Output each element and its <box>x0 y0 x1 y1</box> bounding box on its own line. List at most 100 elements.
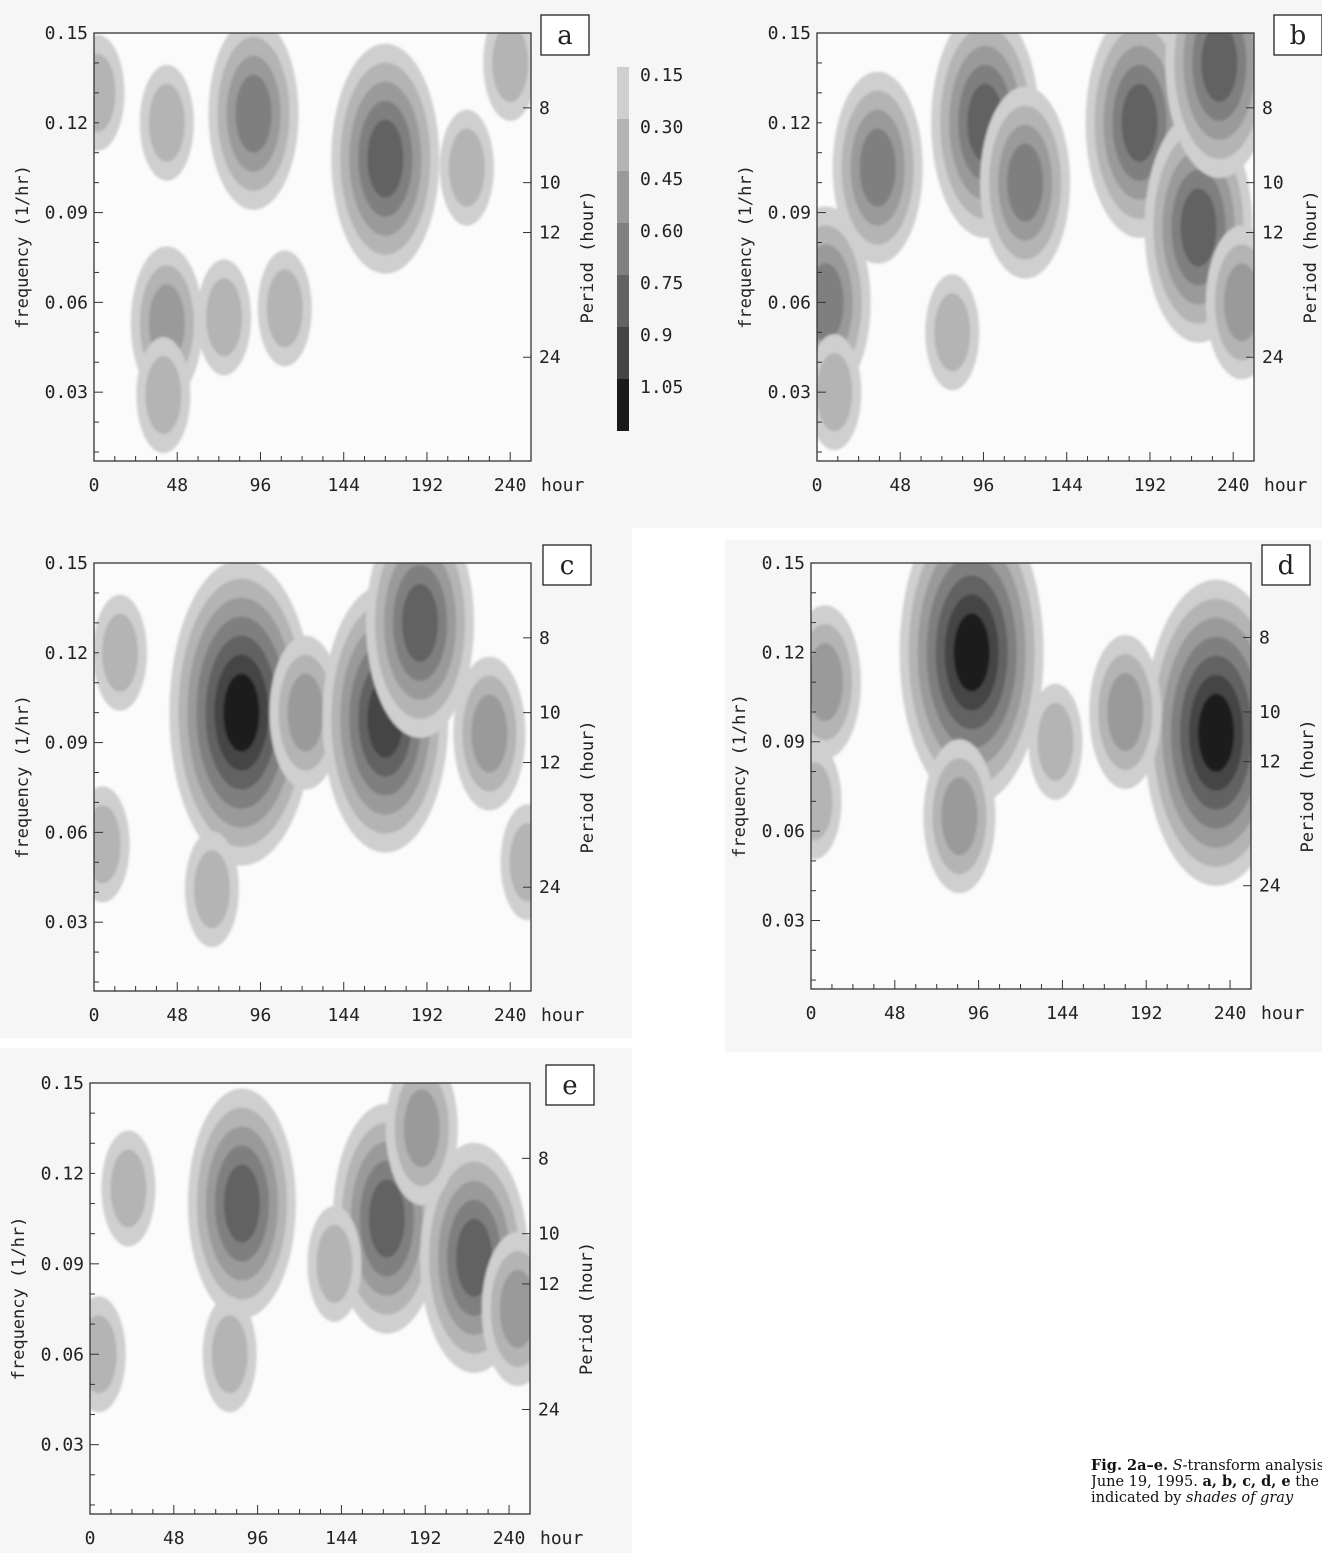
period-tick-label: 10 <box>538 1224 560 1245</box>
x-tick-label: 48 <box>163 1528 185 1549</box>
caption-line2-start: June 19, 1995. <box>1091 1474 1198 1490</box>
contour-field <box>94 563 531 948</box>
period-tick-label: 24 <box>538 1400 560 1421</box>
x-tick-label: 144 <box>1046 1003 1079 1024</box>
period-tick-label: 8 <box>538 1148 549 1169</box>
caption-shades-italic: shades of gray <box>1186 1490 1294 1506</box>
contour-field <box>811 563 1251 894</box>
panel-letter-box <box>540 14 590 56</box>
contour-level-4 <box>859 128 896 207</box>
x-axis-label: hour <box>540 1528 584 1549</box>
panel-letter: d <box>1278 551 1295 581</box>
period-axis-label: Period (hour) <box>577 1242 597 1375</box>
x-tick-label: 96 <box>968 1003 990 1024</box>
y-tick-label: 0.12 <box>41 1163 84 1184</box>
panel-a: 0 48 96 144 192 240 hour 0.15 0.12 0.09 0.06 0.03 fr… <box>13 14 598 496</box>
contour-level-4 <box>235 74 272 153</box>
y-axis-label: frequency (1/hr) <box>13 695 33 859</box>
period-tick-label: 24 <box>1259 876 1281 897</box>
y-tick-label: 0.12 <box>768 113 811 134</box>
contour-level-7 <box>1198 693 1235 772</box>
colorbar-label: 0.75 <box>640 273 683 294</box>
x-tick-label: 192 <box>409 1528 442 1549</box>
colorbar-label: 0.45 <box>640 169 683 190</box>
contour-level-2 <box>193 850 230 929</box>
x-tick-label: 144 <box>327 1005 360 1026</box>
contour-field <box>90 1083 530 1413</box>
colorbar-swatch <box>617 171 629 223</box>
contour-level-2 <box>148 83 185 162</box>
period-tick-label: 24 <box>539 347 561 368</box>
y-tick-label: 0.09 <box>45 733 88 754</box>
x-tick-label: 240 <box>494 475 527 496</box>
x-tick-label: 96 <box>250 1005 272 1026</box>
x-tick-label: 240 <box>1214 1003 1247 1024</box>
contour-level-3 <box>941 777 978 856</box>
contour-level-5 <box>367 119 404 198</box>
colorbar-swatch <box>617 67 629 119</box>
figure-caption: Fig. 2a–e. S-transform analysis results … <box>1091 1458 1322 1506</box>
x-tick-label: 96 <box>247 1528 269 1549</box>
period-tick-label: 12 <box>539 753 561 774</box>
x-tick-label: 240 <box>494 1005 527 1026</box>
panel-b: 0 48 96 144 192 240 hour 0.15 0.12 0.09 0.06 0.03 fr… <box>736 14 1322 496</box>
y-tick-label: 0.09 <box>762 732 805 753</box>
colorbar-label: 0.60 <box>640 221 683 242</box>
y-tick-label: 0.03 <box>768 382 811 403</box>
y-axis-label: frequency (1/hr) <box>730 694 750 858</box>
panel-e: 0 48 96 144 192 240 hour 0.15 0.12 0.09 0.06 0.03 fr… <box>9 1064 597 1549</box>
contour-level-3 <box>1107 672 1144 751</box>
period-tick-label: 10 <box>539 703 561 724</box>
contour-level-3 <box>1223 263 1254 342</box>
x-tick-label: 0 <box>89 475 100 496</box>
panel-letter: e <box>562 1071 577 1101</box>
panel-letter: b <box>1290 21 1307 51</box>
period-tick-label: 8 <box>539 628 550 649</box>
y-tick-label: 0.03 <box>41 1435 84 1456</box>
y-tick-label: 0.12 <box>45 643 88 664</box>
y-tick-label: 0.15 <box>41 1073 84 1094</box>
y-tick-label: 0.15 <box>762 553 805 574</box>
period-tick-label: 8 <box>539 98 550 119</box>
plot-frame <box>93 32 532 462</box>
contour-level-4 <box>817 263 844 342</box>
y-tick-label: 0.12 <box>45 113 88 134</box>
panel-letter-box <box>1273 14 1322 56</box>
period-tick-label: 12 <box>1262 223 1284 244</box>
y-tick-label: 0.03 <box>45 912 88 933</box>
colorbar-swatch <box>617 119 629 171</box>
caption-panels-bold: a, b, c, d, e <box>1202 1473 1291 1490</box>
period-tick-label: 12 <box>1259 752 1281 773</box>
x-tick-label: 96 <box>973 475 995 496</box>
contour-level-2 <box>206 278 243 357</box>
period-axis-label: Period (hour) <box>1301 190 1321 323</box>
panel-letter-box <box>1261 544 1311 586</box>
contour-level-3 <box>811 643 843 722</box>
contour-level-2 <box>1037 702 1074 781</box>
y-tick-label: 0.15 <box>45 23 88 44</box>
y-tick-label: 0.06 <box>762 821 805 842</box>
x-tick-label: 0 <box>812 475 823 496</box>
y-axis-label: frequency (1/hr) <box>13 165 33 329</box>
caption-fig-label: Fig. 2a–e. <box>1091 1458 1169 1474</box>
colorbar-swatch <box>617 379 629 431</box>
contour-level-5 <box>1180 188 1217 267</box>
contour-level-2 <box>90 1315 117 1394</box>
period-tick-label: 8 <box>1259 627 1270 648</box>
x-tick-label: 48 <box>889 475 911 496</box>
colorbar: 0.15 0.30 0.45 0.60 0.75 0.9 1.05 <box>617 65 683 431</box>
panel-letter-box <box>542 544 592 586</box>
panel-c: 0 48 96 144 192 240 hour 0.15 0.12 0.09 0.06 0.03 fr… <box>13 544 598 1026</box>
period-tick-label: 8 <box>1262 98 1273 119</box>
plot-frame <box>816 32 1255 462</box>
x-tick-label: 0 <box>89 1005 100 1026</box>
x-tick-label: 48 <box>884 1003 906 1024</box>
colorbar-label: 1.05 <box>640 377 683 398</box>
contour-level-2 <box>145 356 182 435</box>
colorbar-label: 0.15 <box>640 65 683 86</box>
plot-frame <box>810 562 1252 990</box>
plot-frame <box>89 1082 531 1515</box>
contour-level-2 <box>94 53 116 132</box>
contour-level-5 <box>402 583 439 662</box>
